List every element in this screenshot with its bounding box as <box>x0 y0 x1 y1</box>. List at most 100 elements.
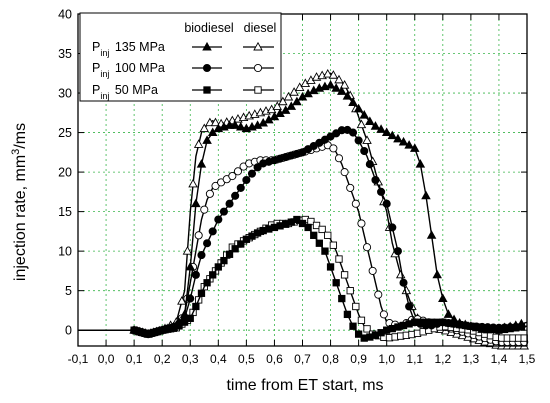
y-tick-label: 5 <box>65 284 72 298</box>
data-point <box>363 325 371 333</box>
data-point <box>334 154 344 163</box>
y-tick-label: 20 <box>58 166 72 180</box>
data-point <box>393 247 402 256</box>
data-point <box>387 130 398 140</box>
data-point <box>354 136 363 145</box>
data-point <box>354 330 363 338</box>
data-point <box>377 187 386 196</box>
x-tick-label: 0,2 <box>154 352 171 366</box>
legend-marker-diesel <box>253 63 263 73</box>
data-point <box>342 91 353 100</box>
data-point <box>334 74 344 84</box>
legend-label: Pinj 50 MPa <box>92 83 158 101</box>
x-tick-label: 1,0 <box>378 352 395 366</box>
data-point <box>253 163 262 172</box>
data-point <box>340 168 349 177</box>
y-tick-label: 0 <box>65 324 72 338</box>
y-tick-label: 30 <box>58 87 72 101</box>
data-point <box>298 219 307 228</box>
legend-marker-biodiesel <box>202 63 212 73</box>
data-point <box>362 135 372 144</box>
data-point <box>438 293 448 303</box>
data-point <box>220 256 228 265</box>
x-tick-label: 0,5 <box>238 352 255 366</box>
data-point <box>186 314 194 322</box>
data-point <box>200 205 209 214</box>
data-point <box>329 241 338 249</box>
x-tick-label: 0,3 <box>182 352 199 366</box>
data-point <box>398 136 409 146</box>
legend: biodiesel diesel Pinj 135 MPa Pinj 100 MP… <box>79 12 282 102</box>
data-point <box>335 255 343 263</box>
data-point <box>185 261 196 271</box>
data-point <box>360 146 369 156</box>
data-point <box>208 227 217 236</box>
data-point <box>230 120 240 129</box>
data-point <box>191 198 201 208</box>
x-tick-label: 1,1 <box>406 352 423 366</box>
data-point <box>177 296 187 305</box>
legend-marker-diesel <box>253 41 263 51</box>
y-tick-label: 35 <box>58 47 72 61</box>
data-point <box>346 287 354 295</box>
data-point <box>409 143 420 152</box>
data-point <box>404 140 414 149</box>
data-point <box>332 279 340 287</box>
data-point <box>225 199 234 208</box>
x-tick-label: 0,6 <box>266 352 283 366</box>
data-point <box>228 171 237 181</box>
x-tick-label: -0,1 <box>68 352 89 366</box>
x-tick-label: 1,4 <box>491 352 508 366</box>
x-tick-label: 1,2 <box>434 352 451 366</box>
data-point <box>310 231 318 239</box>
legend-marker-biodiesel <box>202 41 212 51</box>
legend-label: Pinj 100 MPa <box>92 61 165 79</box>
x-tick-label: 0,8 <box>322 352 339 366</box>
legend-header-diesel: diesel <box>244 21 277 35</box>
data-point <box>399 278 408 287</box>
data-point <box>293 215 301 224</box>
data-point <box>346 183 355 192</box>
data-point <box>225 250 234 258</box>
data-point <box>197 251 206 260</box>
data-point <box>326 263 335 271</box>
legend-row: Pinj 135 MPa <box>92 40 274 58</box>
data-point <box>325 80 336 89</box>
data-point <box>362 243 372 252</box>
data-point <box>193 139 204 148</box>
data-point <box>349 322 357 330</box>
data-point <box>382 199 391 208</box>
data-point <box>205 189 214 198</box>
data-point <box>188 178 198 188</box>
data-point <box>231 191 240 200</box>
data-point <box>214 215 223 224</box>
legend-marker-diesel <box>254 86 262 94</box>
data-point <box>289 87 299 96</box>
data-point <box>180 318 189 326</box>
data-point <box>337 86 347 95</box>
data-point <box>324 231 332 239</box>
data-point <box>272 101 283 110</box>
data-point <box>236 183 245 192</box>
x-tick-label: 1,5 <box>519 352 536 366</box>
x-tick-label: 0,7 <box>294 352 311 366</box>
data-point <box>426 230 437 239</box>
data-point <box>356 119 367 129</box>
data-point <box>233 167 243 176</box>
x-tick-label: 0,9 <box>350 352 367 366</box>
data-point <box>517 323 526 331</box>
data-point <box>224 120 235 129</box>
data-point <box>388 223 397 232</box>
data-point <box>370 121 381 130</box>
data-point <box>368 266 377 275</box>
data-point <box>348 97 358 106</box>
data-point <box>192 302 200 311</box>
data-point <box>237 240 245 248</box>
y-axis-label: injection rate, mm3/ms <box>10 123 29 281</box>
axis-ticks: -0,1 0,0 0,1 0,2 0,3 0,4 0,5 0,6 0,7 0,8 0,9 1,0 1,1… <box>58 8 536 367</box>
data-point <box>196 159 207 168</box>
legend-rows: Pinj 135 MPa Pinj 100 MPa Pinj 50 MPa <box>92 40 274 101</box>
data-point <box>328 70 339 79</box>
data-point <box>197 289 206 297</box>
